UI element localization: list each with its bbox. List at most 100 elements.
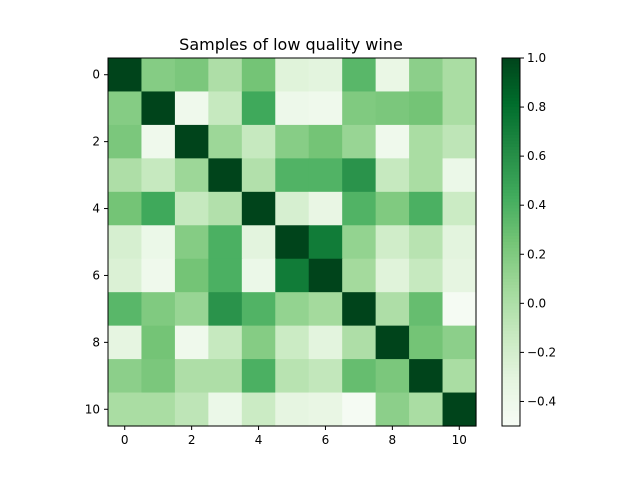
colorbar-segment [502, 330, 520, 335]
colorbar-segment [502, 186, 520, 191]
heatmap-cell [308, 158, 343, 193]
heatmap-cell [342, 158, 377, 193]
colorbar-segment [502, 67, 520, 71]
heatmap-cell [442, 258, 477, 293]
heatmap-cell [174, 392, 209, 427]
colorbar-segment [502, 245, 520, 249]
heatmap-cell [375, 359, 410, 394]
heatmap-cell [442, 191, 477, 226]
colorbar-segment [502, 125, 520, 130]
colorbar-segment [502, 156, 520, 160]
heatmap-cell [308, 58, 343, 93]
heatmap-cell [108, 392, 143, 427]
heatmap-cell [241, 58, 276, 93]
heatmap-cell [409, 292, 444, 327]
heatmap-cell [275, 392, 310, 427]
colorbar-segment [502, 419, 520, 424]
colorbar-segment [502, 312, 520, 317]
heatmap-cell [208, 58, 243, 93]
colorbar-segment [502, 180, 520, 185]
x-tick-label: 10 [452, 433, 467, 447]
colorbar-segment [502, 220, 520, 225]
heatmap-cell [275, 225, 310, 260]
heatmap-cell [409, 359, 444, 394]
colorbar-segment [502, 76, 520, 81]
heatmap-cell [375, 158, 410, 193]
colorbar-segment [502, 324, 520, 329]
heatmap-cell [342, 91, 377, 126]
colorbar-segment [502, 281, 520, 286]
heatmap-cell [241, 225, 276, 260]
colorbar-segment [502, 82, 520, 87]
y-tick-label: 8 [92, 335, 100, 349]
x-tick-label: 6 [322, 433, 330, 447]
heatmap-cell [208, 292, 243, 327]
colorbar-segment [502, 309, 520, 314]
colorbar-segment [502, 303, 520, 307]
heatmap-cell [442, 292, 477, 327]
heatmap-cell [174, 258, 209, 293]
heatmap-cell [208, 158, 243, 193]
colorbar-segment [502, 73, 520, 77]
colorbar-segment [502, 61, 520, 65]
heatmap-cell [208, 359, 243, 394]
colorbar-segment [502, 119, 520, 123]
colorbar-segment [502, 263, 520, 268]
heatmap-cell [308, 124, 343, 159]
colorbar-segment [502, 275, 520, 280]
heatmap-cell [241, 325, 276, 360]
colorbar-segment [502, 223, 520, 228]
colorbar-segment [502, 306, 520, 311]
heatmap-cell [442, 58, 477, 93]
colorbar-segment [502, 349, 520, 353]
colorbar-segment [502, 291, 520, 295]
heatmap-cell [174, 58, 209, 93]
heatmap-cell [375, 325, 410, 360]
heatmap-cell [141, 58, 176, 93]
heatmap-cell [174, 91, 209, 126]
colorbar-segment [502, 413, 520, 418]
heatmap-cell [342, 359, 377, 394]
heatmap-cell [342, 124, 377, 159]
colorbar-segment [502, 334, 520, 338]
heatmap-cell [342, 225, 377, 260]
heatmap-cell [409, 158, 444, 193]
colorbar-segment [502, 208, 520, 212]
heatmap-cell [409, 58, 444, 93]
heatmap-cell [308, 325, 343, 360]
colorbar-segment [502, 352, 520, 357]
colorbar-segment [502, 143, 520, 148]
colorbar-segment [502, 242, 520, 246]
colorbar-segment [502, 168, 520, 173]
heatmap-cell [208, 225, 243, 260]
heatmap-cell [108, 225, 143, 260]
colorbar-segment [502, 355, 520, 360]
colorbar-tick-label: 1.0 [527, 51, 546, 65]
heatmap-cell [141, 325, 176, 360]
colorbar-segment [502, 177, 520, 182]
colorbar-segment [502, 174, 520, 179]
x-tick-label: 4 [255, 433, 263, 447]
heatmap-cell [141, 392, 176, 427]
colorbar-tick-label: 0.8 [527, 100, 546, 114]
colorbar-segment [502, 104, 520, 108]
heatmap-cell [275, 91, 310, 126]
heatmap-cell [174, 225, 209, 260]
colorbar-segment [502, 266, 520, 271]
colorbar-segment [502, 364, 520, 369]
colorbar-segment [502, 257, 520, 261]
heatmap-cell [275, 359, 310, 394]
heatmap-cell [108, 124, 143, 159]
y-axis: 0 2 4 6 8 10 [85, 68, 108, 416]
heatmap-cell [241, 359, 276, 394]
y-tick-label: 4 [92, 202, 100, 216]
y-tick-label: 2 [92, 135, 100, 149]
heatmap-cell [241, 191, 276, 226]
heatmap-cell [108, 359, 143, 394]
heatmap-cell [174, 124, 209, 159]
colorbar-tick-label: 0.4 [527, 198, 546, 212]
colorbar-segment [502, 153, 520, 157]
heatmap-cells [108, 58, 477, 427]
heatmap-cell [442, 91, 477, 126]
